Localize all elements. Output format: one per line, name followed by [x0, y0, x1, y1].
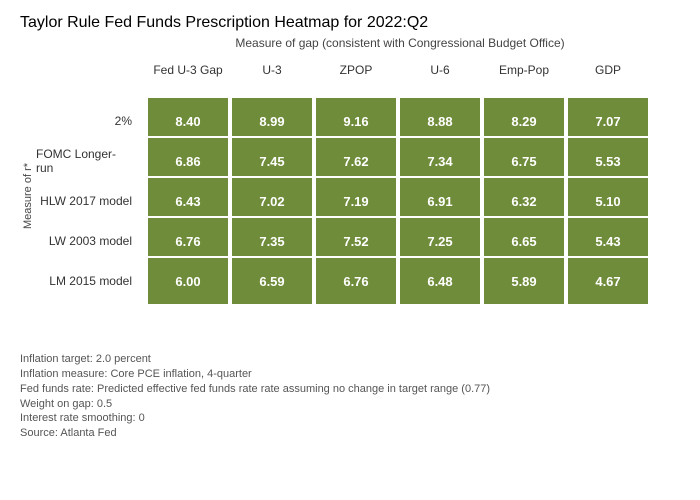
grid-corner	[36, 56, 146, 84]
heatmap-cell: 4.67	[566, 256, 650, 306]
footnote-line: Fed funds rate: Predicted effective fed …	[20, 382, 680, 397]
y-axis-label: Measure of r*	[20, 56, 36, 336]
footnote-line: Inflation target: 2.0 percent	[20, 352, 680, 367]
heatmap-grid: Fed U-3 GapU-3ZPOPU-6Emp-PopGDP2%8.408.9…	[36, 56, 650, 336]
heatmap-cell: 6.00	[146, 256, 230, 306]
column-header: ZPOP	[314, 56, 398, 84]
footnote-line: Weight on gap: 0.5	[20, 397, 680, 412]
row-header: LM 2015 model	[36, 256, 146, 306]
chart-subtitle: Measure of gap (consistent with Congress…	[120, 36, 680, 50]
column-header: GDP	[566, 56, 650, 84]
column-header: U-6	[398, 56, 482, 84]
heatmap-cell: 6.76	[314, 256, 398, 306]
heatmap-cell: 5.89	[482, 256, 566, 306]
heatmap-container: Taylor Rule Fed Funds Prescription Heatm…	[0, 0, 700, 500]
footnote-line: Inflation measure: Core PCE inflation, 4…	[20, 367, 680, 382]
heatmap-cell: 6.59	[230, 256, 314, 306]
column-header: Emp-Pop	[482, 56, 566, 84]
footnote-line: Source: Atlanta Fed	[20, 426, 680, 441]
footnotes: Inflation target: 2.0 percentInflation m…	[20, 352, 680, 441]
footnote-line: Interest rate smoothing: 0	[20, 411, 680, 426]
column-header: U-3	[230, 56, 314, 84]
column-header: Fed U-3 Gap	[146, 56, 230, 84]
heatmap-cell: 6.48	[398, 256, 482, 306]
chart-body: Measure of r* Fed U-3 GapU-3ZPOPU-6Emp-P…	[20, 56, 680, 336]
chart-title: Taylor Rule Fed Funds Prescription Heatm…	[20, 14, 680, 32]
